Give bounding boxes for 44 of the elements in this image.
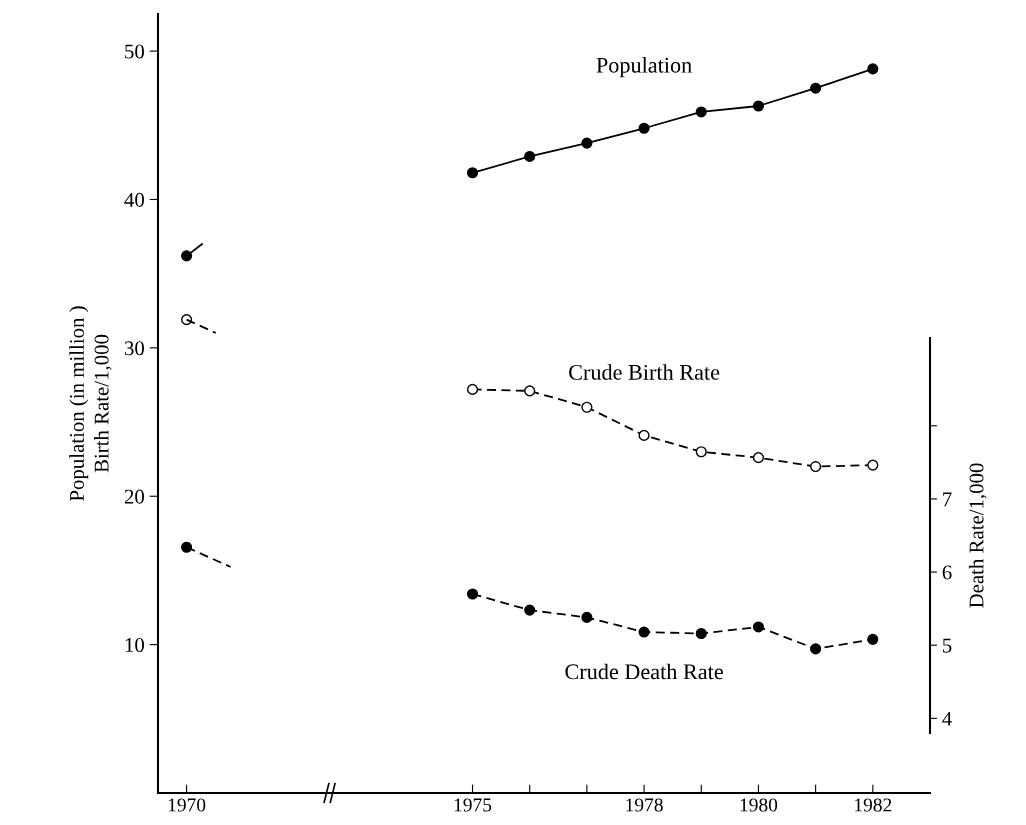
y2-axis-title: Death Rate/1,000: [968, 463, 987, 608]
x-tick-label: 1970: [168, 798, 206, 812]
point: [810, 82, 822, 94]
y2-tick-label: 7: [943, 492, 952, 507]
point: [581, 137, 593, 149]
x-tick-label: 1975: [454, 798, 492, 812]
series-label: Crude Birth Rate: [569, 364, 720, 380]
point: [524, 385, 536, 397]
y-tick-label: 50: [125, 44, 145, 59]
y-tick-label: 30: [124, 341, 145, 356]
point: [867, 633, 879, 645]
x-tick-label: 1980: [740, 798, 778, 812]
y-tick-label: 20: [124, 489, 145, 504]
series-label: Crude Death Rate: [565, 663, 723, 680]
y2-tick-label: 6: [942, 565, 952, 580]
series-label: Population: [596, 57, 692, 78]
y-tick-label: 10: [125, 637, 145, 653]
y2-tick-label: 4: [942, 711, 952, 726]
x-tick-label: 1978: [626, 798, 663, 812]
point: [695, 627, 707, 640]
point: [695, 446, 707, 458]
point: [524, 604, 536, 616]
x-tick-label: 1982: [855, 798, 892, 812]
y-axis-title: Population (in million ) Birth Rate/1,000: [69, 306, 112, 501]
point: [867, 63, 879, 75]
y2-tick-label: 5: [943, 638, 952, 653]
point: [466, 588, 479, 600]
point: [581, 611, 593, 623]
point: [810, 643, 822, 655]
point: [752, 621, 765, 633]
point: [466, 383, 479, 395]
point: [581, 401, 593, 413]
point: [638, 429, 650, 441]
point: [638, 626, 650, 638]
y-tick-label: 40: [124, 192, 145, 207]
point: [752, 100, 765, 112]
point: [867, 459, 879, 471]
point: [638, 122, 650, 134]
point: [524, 150, 536, 163]
point: [466, 167, 479, 179]
point: [181, 541, 193, 553]
point: [810, 461, 822, 473]
point: [695, 106, 707, 118]
point: [752, 452, 765, 464]
